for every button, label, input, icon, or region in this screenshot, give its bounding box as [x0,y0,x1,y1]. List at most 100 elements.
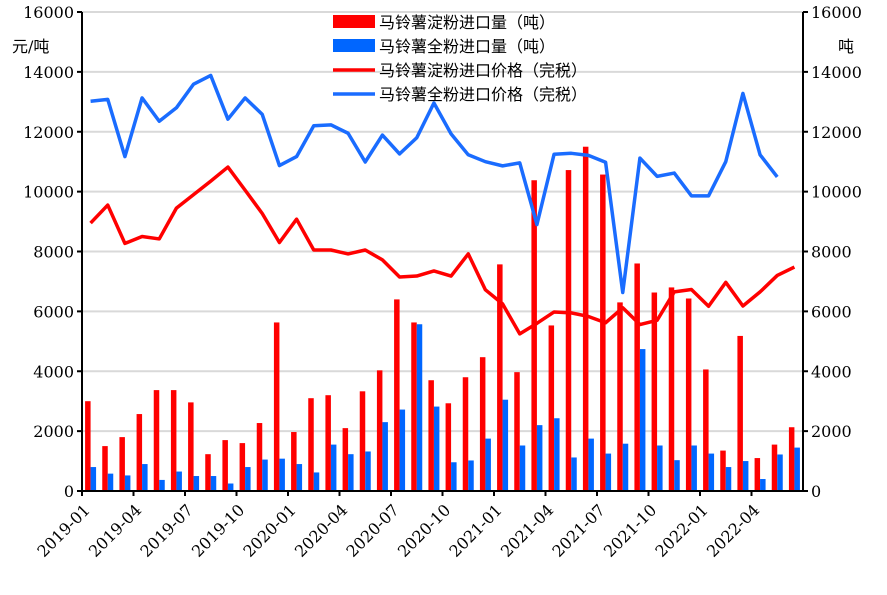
x-tick-label: 2022-01 [651,500,711,560]
bar-starch-volume [291,432,297,491]
bar-starch-volume [119,437,125,491]
x-tick-label: 2019-01 [33,500,93,560]
y-tick-label-right: 2000 [811,422,852,441]
bar-starch-volume [720,450,726,491]
bar-flour-volume [657,445,663,491]
x-tick-label: 2019-07 [136,500,196,560]
legend-swatch [333,15,375,28]
bar-flour-volume [193,476,200,491]
y-tick-label-left: 8000 [33,243,74,262]
bar-flour-volume [794,447,800,491]
bar-flour-volume [485,438,491,491]
bar-starch-volume [308,398,314,491]
x-tick-label: 2019-04 [85,500,145,560]
y-tick-label-right: 6000 [811,302,852,321]
bar-starch-volume [273,322,280,491]
x-tick-label: 2020-01 [239,500,299,560]
bar-starch-volume [256,423,263,491]
bar-starch-volume [222,440,228,491]
bar-starch-volume [170,390,177,491]
y-tick-label-right: 10000 [811,183,862,202]
bar-starch-volume [531,180,537,491]
bar-starch-volume [548,325,555,491]
bar-starch-volume [359,391,366,491]
y-tick-label-right: 12000 [811,123,862,142]
bar-starch-volume [497,264,503,491]
x-tick-label: 2020-10 [394,500,454,560]
x-tick-label: 2019-10 [188,500,248,560]
x-tick-label: 2021-04 [497,500,557,560]
bar-flour-volume [742,461,749,491]
bar-flour-volume [502,399,509,491]
bar-starch-volume [376,370,383,491]
y-tick-label-left: 6000 [33,302,74,321]
y-axis-left-label: 元/吨 [12,37,49,56]
bar-flour-volume [90,467,97,491]
bar-flour-volume [760,479,766,491]
bar-starch-volume [617,302,623,491]
bar-flour-volume [262,459,268,491]
y-tick-label-left: 12000 [23,123,74,142]
legend-swatch [333,39,375,52]
bar-flour-volume [348,454,354,491]
bar-flour-volume [227,483,234,491]
bar-flour-volume [777,454,783,491]
line-flour-price [90,73,779,295]
line-starch-price [89,165,796,336]
bar-starch-volume [188,402,194,491]
y-tick-label-left: 10000 [23,183,74,202]
bar-starch-volume [754,458,761,491]
bar-starch-volume [136,414,143,491]
x-tick-label: 2021-07 [548,500,608,560]
legend-label: 马铃薯全粉进口量（吨） [379,37,555,56]
bar-starch-volume [239,443,246,491]
bar-starch-volume [685,298,692,491]
bar-starch-volume [565,170,572,491]
bar-flour-volume [365,451,371,491]
bar-flour-volume [176,471,182,491]
bar-flour-volume [622,443,629,491]
bar-flour-volume [330,444,337,491]
bar-starch-volume [634,263,640,491]
x-tick-label: 2021-01 [445,500,505,560]
legend-label: 马铃薯淀粉进口量（吨） [379,13,555,32]
bar-starch-volume [703,369,709,491]
y-tick-label-left: 16000 [23,3,74,22]
bar-starch-volume [771,444,778,491]
y-tick-label-left: 4000 [33,362,74,381]
bar-flour-volume [124,475,131,491]
y-tick-label-right: 4000 [811,362,852,381]
y-tick-label-right: 16000 [811,3,862,22]
bar-flour-volume [605,453,612,491]
bar-flour-volume [313,472,320,491]
bar-flour-volume [691,445,697,491]
bar-starch-volume [445,403,452,491]
bar-starch-volume [582,146,589,491]
bar-flour-volume [571,457,577,491]
bar-flour-volume [536,425,543,491]
bar-starch-volume [462,377,469,491]
y-tick-label-left: 2000 [33,422,74,441]
bar-starch-volume [342,428,349,491]
legend-label: 马铃薯淀粉进口价格（完税） [379,61,587,80]
bar-flour-volume [639,349,646,491]
bar-flour-volume [245,467,251,491]
bar-flour-volume [725,467,732,491]
y-tick-label-left: 0 [64,482,74,501]
bar-starch-volume [668,287,675,491]
bar-flour-volume [210,476,217,491]
bar-flour-volume [107,473,114,491]
bar-starch-volume [428,380,434,491]
bar-flour-volume [708,453,715,491]
bar-flour-volume [588,438,594,491]
bar-starch-volume [102,446,108,491]
bar-starch-volume [411,322,417,491]
bar-starch-volume [153,390,160,491]
bar-flour-volume [399,409,406,491]
bar-starch-volume [651,292,658,491]
y-tick-label-right: 14000 [811,63,862,82]
bar-flour-volume [159,479,165,491]
bar-starch-volume [85,401,91,491]
